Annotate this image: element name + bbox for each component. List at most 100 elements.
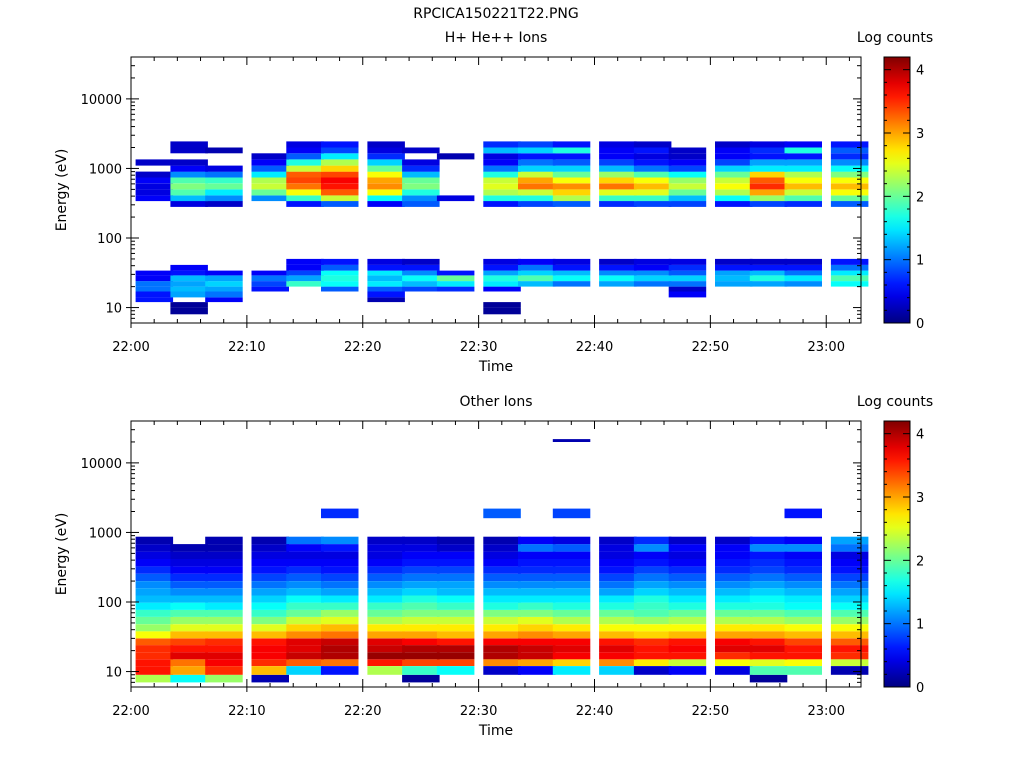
heatmap-cell — [518, 645, 556, 653]
heatmap-cell — [483, 195, 521, 202]
heatmap-cell — [135, 674, 174, 683]
heatmap-cell — [483, 153, 521, 160]
heatmap-cell — [402, 666, 440, 675]
heatmap-cell — [599, 624, 637, 632]
heatmap-cell — [321, 544, 359, 552]
heatmap-cell — [830, 544, 869, 552]
heatmap-cell — [321, 566, 359, 574]
heatmap-cell — [367, 159, 405, 166]
heatmap-cell — [251, 638, 289, 646]
heatmap-cell — [518, 581, 556, 589]
heatmap-cell — [170, 624, 208, 632]
heatmap-cell — [205, 275, 243, 282]
heatmap-cell — [321, 201, 359, 207]
heatmap-cell — [321, 281, 359, 287]
heatmap-cell — [251, 616, 289, 625]
heatmap-cell — [784, 270, 822, 276]
panel-title: Other Ions — [459, 394, 532, 410]
heatmap-cell — [170, 171, 208, 178]
heatmap-cell — [436, 602, 475, 610]
heatmap-cell — [170, 609, 208, 617]
heatmap-cell — [170, 674, 208, 683]
heatmap-cell — [135, 573, 174, 581]
heatmap-cell — [402, 645, 440, 653]
heatmap-cell — [483, 666, 521, 675]
heatmap-cell — [135, 195, 174, 202]
heatmap-cell — [633, 147, 672, 154]
heatmap-cell — [135, 275, 174, 282]
heatmap-cell — [749, 281, 788, 287]
heatmap-cell — [367, 588, 405, 596]
heatmap-cell — [668, 275, 707, 282]
heatmap-cell — [170, 159, 208, 166]
heatmap-cell — [668, 177, 707, 184]
heatmap-cell — [784, 616, 822, 625]
heatmap-cell — [784, 609, 822, 617]
heatmap-cell — [483, 631, 521, 639]
heatmap-cell — [830, 153, 869, 160]
heatmap-cell — [483, 165, 521, 172]
colorbar-tick-label: 2 — [916, 190, 924, 205]
heatmap-cell — [668, 159, 707, 166]
heatmap-cell — [668, 544, 707, 552]
heatmap-cell — [784, 631, 822, 639]
heatmap-cell — [784, 544, 822, 552]
heatmap-cell — [749, 659, 788, 666]
heatmap-cell — [286, 659, 324, 666]
heatmap-cell — [286, 581, 324, 589]
heatmap-cell — [483, 307, 521, 315]
heatmap-cell — [251, 602, 289, 610]
heatmap-cell — [552, 275, 591, 282]
heatmap-cell — [402, 264, 440, 271]
heatmap-cell — [367, 275, 405, 282]
heatmap-cell — [436, 645, 475, 653]
heatmap-cell — [205, 645, 243, 653]
heatmap-cell — [518, 652, 556, 660]
heatmap-cell — [749, 544, 788, 552]
heatmap-cell — [205, 281, 243, 287]
heatmap-cell — [135, 588, 174, 596]
heatmap-cell — [286, 189, 324, 196]
heatmap-cell — [170, 666, 208, 675]
colorbar-tick-label: 2 — [916, 554, 924, 569]
heatmap-cell — [518, 595, 556, 603]
heatmap-cell — [552, 264, 591, 271]
heatmap-cell — [286, 602, 324, 610]
heatmap-cell — [552, 595, 591, 603]
heatmap-cell — [668, 652, 707, 660]
heatmap-cell — [518, 536, 556, 545]
heatmap-cell — [483, 270, 521, 276]
heatmap-cell — [518, 189, 556, 196]
heatmap-cell — [715, 581, 753, 589]
heatmap-cell — [518, 264, 556, 271]
heatmap-cell — [286, 275, 324, 282]
heatmap-cell — [668, 201, 707, 207]
heatmap-cell — [321, 638, 359, 646]
heatmap-cell — [599, 588, 637, 596]
heatmap-cell — [599, 141, 637, 148]
heatmap-cell — [668, 624, 707, 632]
heatmap-cell — [286, 270, 324, 276]
heatmap-cell — [367, 631, 405, 639]
heatmap-cell — [402, 566, 440, 574]
heatmap-cell — [135, 609, 174, 617]
heatmap-cell — [599, 264, 637, 271]
heatmap-cell — [830, 183, 869, 190]
heatmap-cell — [599, 171, 637, 178]
heatmap-cell — [135, 551, 174, 559]
heatmap-cell — [135, 652, 174, 660]
plot-frame — [130, 56, 862, 324]
heatmap-cell — [784, 652, 822, 660]
heatmap-cell — [715, 616, 753, 625]
heatmap-cell — [205, 674, 243, 683]
heatmap-cell — [830, 171, 869, 178]
heatmap-cell — [402, 159, 440, 166]
heatmap-cell — [784, 581, 822, 589]
heatmap-cell — [483, 159, 521, 166]
heatmap-cell — [251, 652, 289, 660]
x-axis-label: Time — [478, 359, 513, 375]
heatmap-cell — [367, 573, 405, 581]
heatmap-cell — [321, 159, 359, 166]
heatmap-cell — [321, 153, 359, 160]
heatmap-cell — [321, 645, 359, 653]
